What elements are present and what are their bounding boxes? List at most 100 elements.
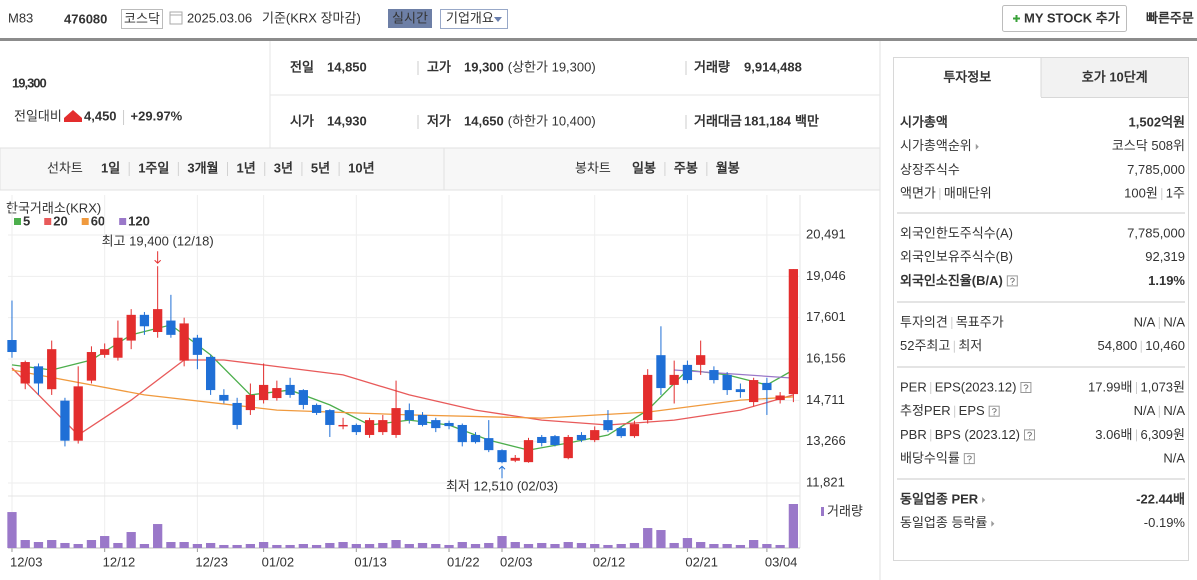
market-label: 코스닥 bbox=[124, 11, 160, 26]
info-label: PBR bbox=[900, 427, 927, 442]
info-value: 100원 bbox=[1124, 186, 1158, 201]
candle-body bbox=[417, 414, 428, 425]
volume-bar bbox=[166, 542, 176, 548]
mystock-label[interactable]: MY STOCK 추가 bbox=[1024, 10, 1120, 25]
candle-body bbox=[682, 364, 693, 381]
info-value: -0.19% bbox=[1144, 515, 1186, 530]
chart-type-label: 선차트 bbox=[47, 160, 83, 175]
volume-bar bbox=[749, 540, 759, 548]
low-arrow bbox=[498, 465, 506, 479]
info-label: 투자의견 bbox=[900, 314, 948, 329]
volume-bar bbox=[192, 544, 203, 548]
help-icon bbox=[991, 407, 997, 416]
summary-value: 9,914,488 bbox=[744, 59, 802, 74]
volume-bar bbox=[510, 542, 520, 548]
volume-bar bbox=[762, 544, 772, 548]
volume-bar bbox=[126, 532, 136, 548]
change-rate: +29.97% bbox=[131, 108, 183, 123]
y-tick-label: 20,491 bbox=[806, 226, 846, 241]
candle-body bbox=[775, 395, 785, 401]
period-tab[interactable]: 1주일 bbox=[138, 160, 169, 175]
period-tab[interactable]: 1일 bbox=[101, 160, 120, 175]
summary-unit: 백만 bbox=[795, 113, 819, 128]
volume-bar bbox=[590, 544, 600, 548]
help-icon bbox=[1020, 382, 1032, 393]
volume-bar bbox=[404, 544, 414, 548]
info-label: 매매단위 bbox=[944, 186, 992, 201]
mystock-button[interactable] bbox=[1002, 5, 1127, 32]
candle-body bbox=[206, 356, 216, 391]
period-tab[interactable]: 10년 bbox=[348, 160, 374, 175]
period-tab[interactable]: 주봉 bbox=[674, 160, 698, 175]
candle-body bbox=[364, 420, 375, 435]
candle-body bbox=[166, 320, 176, 335]
volume-bar bbox=[179, 542, 189, 548]
candle-body bbox=[616, 428, 626, 437]
realtime-badge[interactable] bbox=[388, 9, 432, 28]
info-value: N/A bbox=[1134, 403, 1156, 418]
period-tab[interactable]: 일봉 bbox=[632, 160, 656, 175]
volume-bar bbox=[696, 542, 706, 548]
help-icon bbox=[1009, 277, 1015, 285]
legend-label: 60 bbox=[91, 213, 105, 228]
candle-body bbox=[457, 424, 467, 443]
info-tab-label[interactable]: 투자정보 bbox=[943, 69, 991, 84]
volume-bar bbox=[788, 504, 799, 548]
volume-bar bbox=[206, 542, 216, 548]
realtime-label[interactable]: 실시간 bbox=[392, 10, 428, 25]
info-tab-label[interactable]: 호가 10단계 bbox=[1082, 69, 1148, 84]
volume-bar bbox=[364, 544, 375, 548]
volume-bar bbox=[33, 542, 44, 548]
volume-bar bbox=[603, 544, 613, 548]
volume-bar bbox=[643, 528, 653, 548]
period-tab[interactable]: 1년 bbox=[237, 160, 256, 175]
summary-label: 시가 bbox=[290, 113, 314, 128]
volume-bar bbox=[550, 544, 560, 548]
x-tick-label: 01/13 bbox=[354, 554, 387, 569]
info-label: 외국인한도주식수(A) bbox=[900, 225, 1013, 240]
quick-order[interactable]: 빠른주문 bbox=[1146, 10, 1194, 25]
low-label: 최저 12,510 (02/03) bbox=[446, 479, 558, 494]
period-tab[interactable]: 3개월 bbox=[187, 160, 218, 175]
info-value: -22.44배 bbox=[1136, 491, 1185, 506]
info-value: N/A bbox=[1163, 403, 1185, 418]
candle-body bbox=[86, 352, 97, 381]
info-arrow bbox=[975, 143, 979, 150]
candle-body bbox=[232, 402, 242, 425]
info-label: 외국인보유주식수(B) bbox=[900, 249, 1013, 264]
x-tick-label: 01/02 bbox=[262, 554, 295, 569]
legend-swatch bbox=[119, 218, 127, 225]
legend-swatch bbox=[44, 218, 52, 225]
info-value: 1,073원 bbox=[1141, 379, 1186, 394]
summary-value: 14,650 bbox=[464, 113, 504, 128]
candle-body bbox=[33, 366, 44, 384]
info-tab[interactable] bbox=[1040, 57, 1189, 98]
info-label: 최저 bbox=[958, 338, 982, 353]
info-label: 목표주가 bbox=[956, 314, 1004, 329]
candle-body bbox=[113, 337, 123, 358]
candle-body bbox=[696, 355, 706, 365]
moving-average bbox=[11, 369, 794, 419]
info-value: 92,319 bbox=[1145, 249, 1185, 264]
volume-bar bbox=[417, 542, 428, 548]
candle-body bbox=[100, 349, 110, 355]
candle-body bbox=[272, 388, 282, 399]
period-tab[interactable]: 3년 bbox=[274, 160, 293, 175]
volume-bar bbox=[338, 542, 348, 548]
candle-body bbox=[484, 438, 494, 451]
overview-button[interactable] bbox=[440, 9, 508, 29]
candle-body bbox=[139, 314, 150, 327]
candle-body bbox=[219, 394, 229, 401]
period-tab[interactable]: 5년 bbox=[311, 160, 330, 175]
info-label: 동일업종 PER bbox=[900, 491, 979, 506]
candle-body bbox=[298, 390, 308, 405]
period-tab[interactable]: 월봉 bbox=[716, 160, 740, 175]
info-label: 외국인소진율(B/A) bbox=[900, 273, 1003, 288]
legend-label: 120 bbox=[128, 213, 150, 228]
dropdown-caret bbox=[494, 17, 502, 22]
overview-label[interactable]: 기업개요 bbox=[446, 10, 494, 25]
info-label: 추정PER bbox=[900, 403, 951, 418]
volume-bar bbox=[325, 542, 335, 548]
candle-body bbox=[444, 422, 454, 427]
info-label: 상장주식수 bbox=[900, 162, 960, 177]
